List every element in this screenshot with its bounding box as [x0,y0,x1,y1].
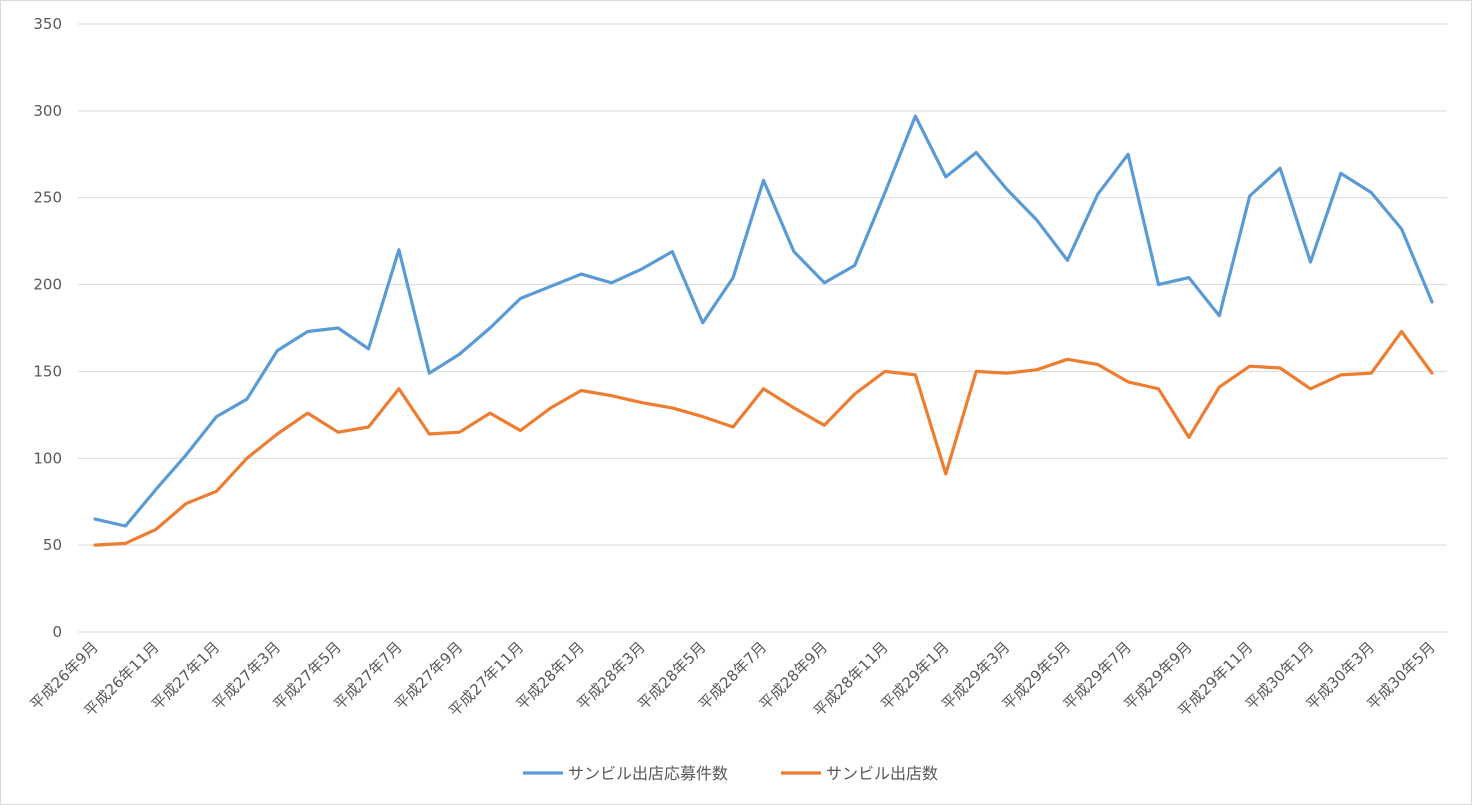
legend-item-2: サンビル出店数 [781,764,938,783]
y-tick-label: 200 [33,276,62,294]
y-tick-label: 0 [52,623,62,641]
y-tick-label: 350 [33,15,62,33]
gridlines [78,23,1447,633]
legend-label: サンビル出店応募件数 [568,764,728,783]
series-lines [93,114,1434,547]
y-tick-label: 300 [33,102,62,120]
legend: サンビル出店応募件数 サンビル出店数 [523,764,938,783]
y-tick-label: 150 [33,362,62,380]
legend-label: サンビル出店数 [826,764,938,783]
y-tick-label: 250 [33,189,62,207]
y-tick-label: 100 [33,449,62,467]
legend-item-1: サンビル出店応募件数 [523,764,728,783]
y-axis-ticks: 0 50 100 150 200 250 300 350 [33,15,62,641]
y-tick-label: 50 [43,536,62,554]
